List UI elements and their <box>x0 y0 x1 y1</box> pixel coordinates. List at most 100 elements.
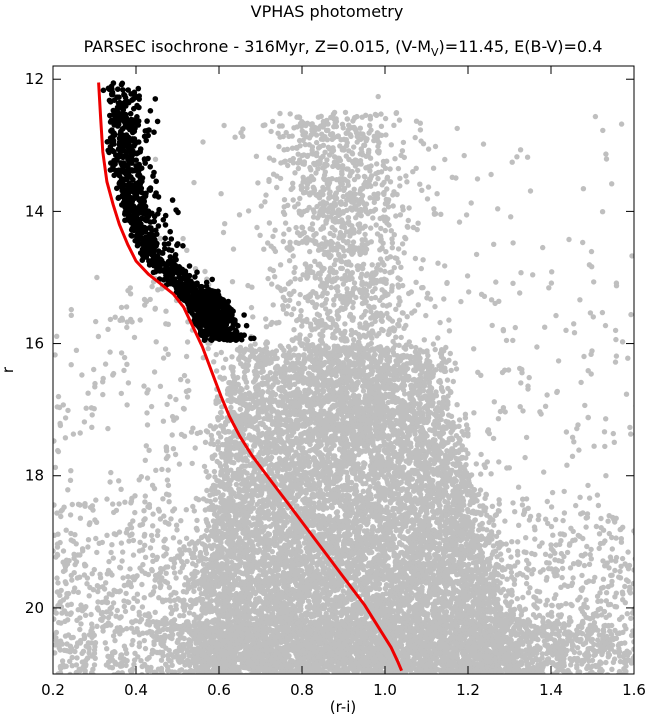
field-star-point <box>211 468 218 475</box>
field-star-point <box>237 406 243 412</box>
field-star-point <box>321 235 327 241</box>
field-star-point <box>619 339 626 345</box>
field-star-point <box>383 196 389 203</box>
field-star-point <box>554 389 560 396</box>
field-star-point <box>329 131 336 137</box>
field-star-point <box>266 155 273 161</box>
field-star-point <box>309 121 315 127</box>
field-star-point <box>319 302 325 308</box>
field-star-point <box>220 229 227 236</box>
field-star-point <box>386 330 392 336</box>
field-star-point <box>538 411 544 417</box>
field-star-point <box>577 297 583 303</box>
field-star-point <box>417 127 424 133</box>
field-star-point <box>341 187 347 194</box>
field-star-point <box>417 120 423 126</box>
field-star-point <box>365 210 371 217</box>
field-star-point <box>623 391 630 397</box>
field-star-point <box>326 191 333 197</box>
field-star-point <box>362 323 369 329</box>
field-star-point <box>374 161 380 167</box>
field-star-point <box>454 402 460 408</box>
field-star-point <box>295 165 302 172</box>
field-star-point <box>286 258 293 264</box>
field-star-point <box>340 165 346 171</box>
field-star-point <box>580 239 586 246</box>
field-star-point <box>397 175 403 181</box>
field-star-point <box>371 304 377 310</box>
field-star-point <box>262 199 268 205</box>
field-star-point <box>378 169 385 175</box>
field-star-point <box>516 676 521 681</box>
field-star-point <box>495 206 501 212</box>
field-star-point <box>249 284 255 290</box>
field-star-point <box>366 130 372 136</box>
field-star-point <box>374 333 380 339</box>
field-star-point <box>534 344 540 350</box>
field-star-point <box>349 291 356 298</box>
field-star-point <box>412 255 419 262</box>
field-star-point <box>631 567 634 573</box>
field-star-point <box>519 366 525 373</box>
field-star-point <box>321 175 327 181</box>
field-star-point <box>362 231 368 238</box>
field-star-point <box>430 165 437 171</box>
field-star-point <box>510 500 516 506</box>
field-star-point <box>629 253 634 259</box>
field-star-point <box>349 168 355 175</box>
field-star-point <box>384 174 391 180</box>
field-star-point <box>396 323 402 329</box>
field-star-point <box>291 288 297 294</box>
field-star-point <box>436 673 440 674</box>
field-star-point <box>441 296 447 302</box>
field-star-point <box>271 157 277 163</box>
field-star-point <box>404 179 410 185</box>
field-star-point <box>303 122 309 129</box>
field-star-point <box>312 162 318 168</box>
field-star-point <box>351 186 357 192</box>
field-star-point <box>280 378 286 385</box>
field-star-point <box>312 304 319 310</box>
field-star-point <box>362 174 368 180</box>
field-star-point <box>259 673 263 674</box>
field-star-point <box>236 678 241 683</box>
field-star-point <box>395 246 402 252</box>
field-star-point <box>358 288 365 295</box>
field-star-point <box>471 410 477 416</box>
field-star-point <box>272 274 278 280</box>
field-star-point <box>599 209 606 215</box>
field-star-point <box>342 676 347 681</box>
field-star-point <box>363 165 369 171</box>
field-star-point <box>160 418 167 424</box>
field-star-point <box>515 678 520 683</box>
field-star-point <box>618 563 624 569</box>
field-star-point <box>388 228 394 234</box>
field-star-point <box>316 212 322 218</box>
field-star-point <box>307 248 313 255</box>
field-star-point <box>446 676 451 681</box>
field-star-point <box>348 205 354 211</box>
field-star-point <box>590 314 596 320</box>
field-star-point <box>322 134 328 140</box>
field-star-point <box>497 408 504 415</box>
field-star-point <box>390 674 395 679</box>
field-star-point <box>378 123 385 129</box>
field-star-point <box>263 316 269 322</box>
field-star-point <box>576 447 582 453</box>
field-star-point <box>344 116 350 122</box>
field-star-point <box>333 257 339 263</box>
field-star-point <box>580 186 587 192</box>
field-star-point <box>603 473 609 479</box>
field-star-point <box>485 427 492 433</box>
field-star-point <box>309 299 315 305</box>
field-star-point <box>373 171 379 177</box>
field-star-point <box>240 126 246 132</box>
field-star-point <box>300 318 306 325</box>
field-star-point <box>342 328 348 335</box>
field-star-point <box>297 195 303 202</box>
field-star-point <box>435 335 441 341</box>
field-star-point <box>603 156 610 162</box>
field-star-point <box>309 221 316 227</box>
field-star-point <box>542 403 549 409</box>
field-star-point <box>497 675 502 680</box>
